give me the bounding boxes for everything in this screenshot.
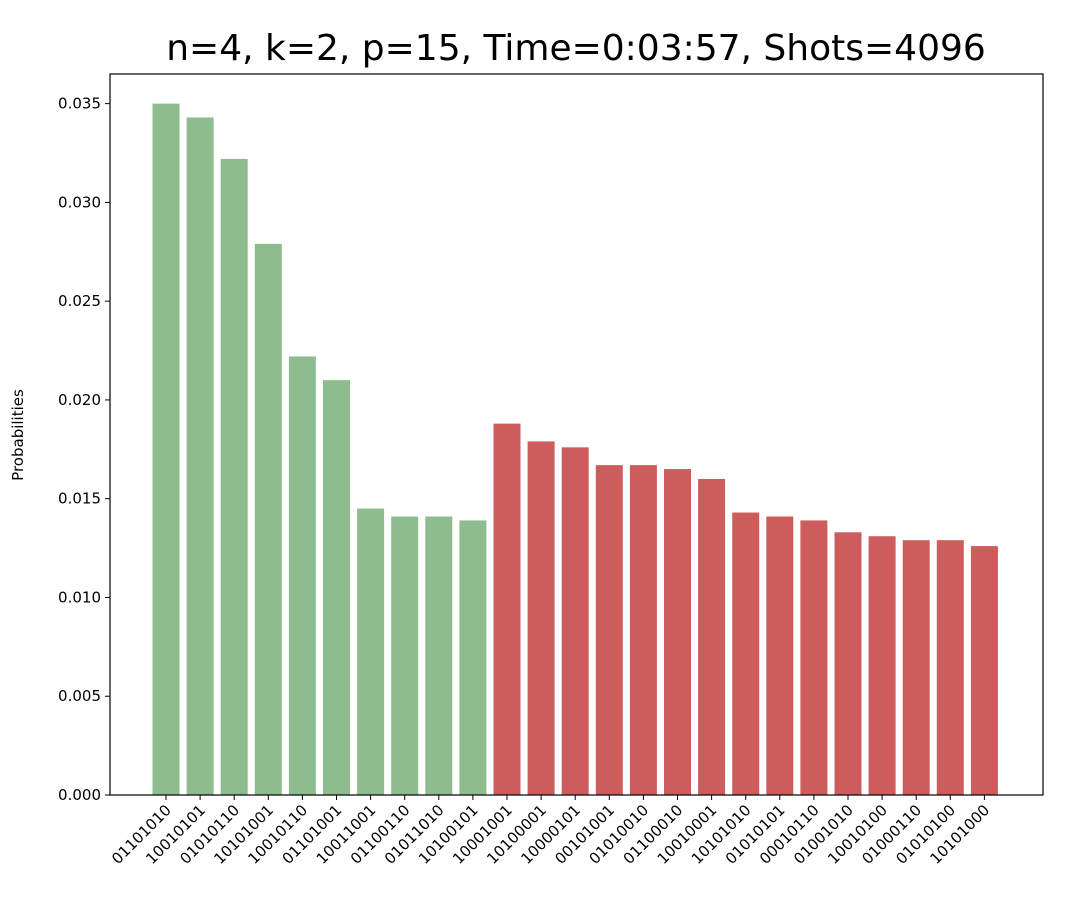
y-tick-label: 0.020	[58, 391, 101, 409]
bar-10001001	[493, 423, 521, 795]
bar-01100010	[664, 469, 691, 795]
y-axis-ticks: 0.000 0.005 0.010 0.015 0.020 0.025 0.030 0.035	[58, 95, 110, 804]
bar-10101000	[970, 546, 998, 795]
bar-01101010	[152, 103, 180, 795]
y-tick-label: 0.025	[58, 292, 101, 310]
bar-01010100	[936, 540, 964, 795]
x-axis-ticks: 0110101010010101010101101010100110010110…	[108, 795, 993, 868]
bar-01101001	[323, 380, 350, 795]
bar-01011010	[425, 516, 453, 795]
bar-01001010	[834, 532, 862, 795]
bar-10011001	[357, 508, 385, 795]
bar-10100101	[459, 520, 487, 795]
bar-01000110	[902, 540, 930, 795]
bars-group	[152, 103, 998, 795]
y-tick-label: 0.035	[58, 95, 101, 113]
y-tick-label: 0.000	[58, 786, 101, 804]
y-tick-label: 0.015	[58, 490, 101, 508]
y-tick-label: 0.005	[58, 687, 101, 705]
y-tick-label: 0.010	[58, 588, 101, 606]
plot-frame	[109, 73, 1044, 796]
chart-title: n=4, k=2, p=15, Time=0:03:57, Shots=4096	[166, 28, 986, 69]
bar-10101010	[732, 512, 760, 795]
bar-00101001	[595, 465, 623, 795]
bar-01100110	[391, 516, 419, 795]
bar-01010010	[629, 465, 657, 795]
bar-00010110	[800, 520, 828, 795]
bar-10100001	[527, 441, 555, 795]
bar-10010110	[288, 356, 316, 795]
bar-10010100	[868, 536, 896, 795]
bar-10010001	[698, 478, 726, 795]
bar-10010101	[186, 117, 214, 795]
y-axis-label: Probabilities	[9, 389, 27, 481]
bar-01010101	[766, 516, 794, 795]
bar-01010110	[220, 158, 248, 795]
bar-10000101	[561, 447, 589, 795]
bar-10101001	[254, 243, 282, 795]
y-tick-label: 0.030	[58, 193, 101, 211]
